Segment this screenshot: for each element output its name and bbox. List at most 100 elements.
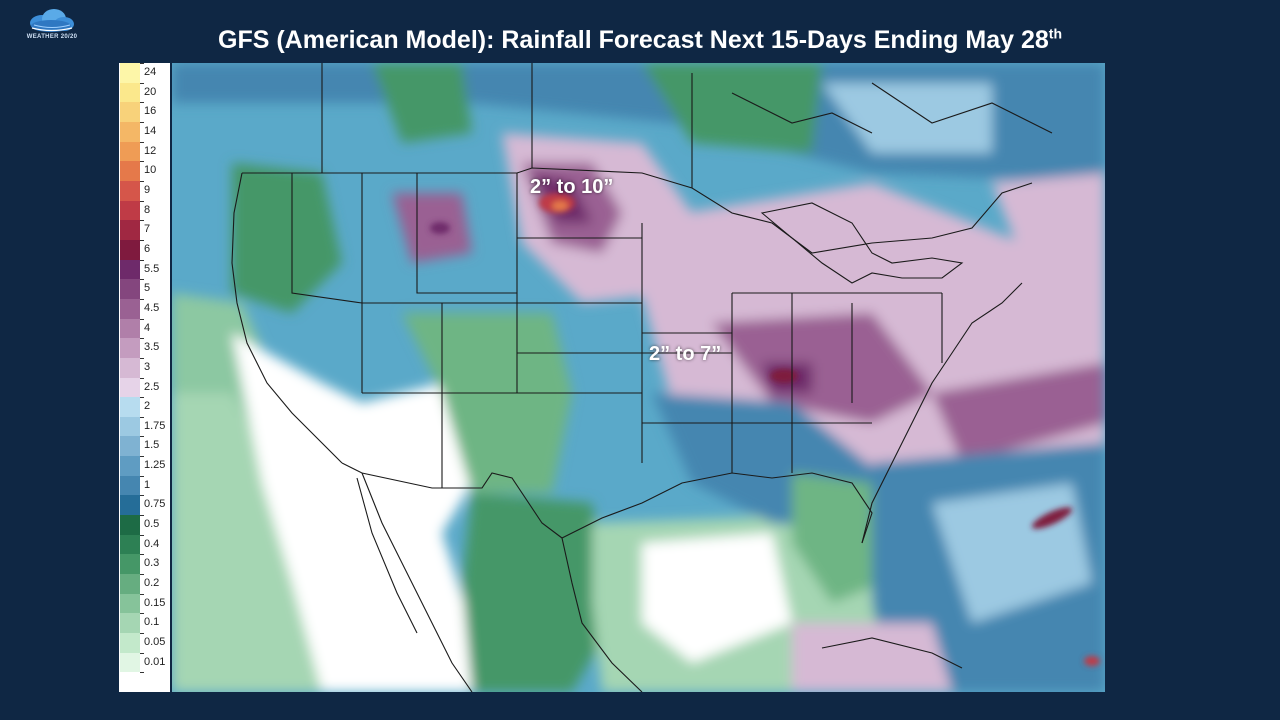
gulf-white bbox=[642, 533, 792, 663]
legend-swatch bbox=[120, 515, 140, 535]
legend-tick bbox=[140, 436, 144, 438]
legend-swatch bbox=[120, 338, 140, 358]
legend-entry: 0.4 bbox=[119, 534, 170, 555]
legend-tick bbox=[140, 141, 144, 143]
legend-entry: 16 bbox=[119, 102, 170, 122]
legend-entry: 6 bbox=[119, 239, 170, 260]
legend-entry: 0.05 bbox=[119, 633, 170, 653]
legend-entry: 20 bbox=[119, 82, 170, 103]
mexico-gulf-coast bbox=[561, 537, 643, 692]
legend-swatch bbox=[120, 574, 140, 594]
legend-swatch bbox=[120, 613, 140, 634]
legend-tick bbox=[140, 338, 144, 340]
legend-entry: 5 bbox=[119, 279, 170, 299]
legend-label: 0.05 bbox=[144, 636, 166, 649]
legend-swatch bbox=[120, 357, 140, 378]
legend-entry: 3.5 bbox=[119, 338, 170, 358]
legend-tick bbox=[140, 515, 144, 517]
legend-swatch bbox=[120, 102, 140, 122]
west-coast bbox=[231, 172, 343, 464]
four-corners-green bbox=[402, 313, 572, 493]
legend-tick bbox=[140, 279, 144, 281]
legend-entry: 4 bbox=[119, 318, 170, 339]
legend-entry: 1.25 bbox=[119, 456, 170, 476]
legend-swatch bbox=[120, 63, 140, 83]
legend-swatch bbox=[120, 318, 140, 339]
quebec-pink bbox=[992, 173, 1105, 283]
title-superscript: th bbox=[1048, 25, 1062, 42]
canada-green-2 bbox=[642, 63, 822, 153]
legend-label: 1.75 bbox=[144, 419, 166, 432]
legend-entry: 0.2 bbox=[119, 574, 170, 594]
legend-label: 0.15 bbox=[144, 596, 166, 609]
legend-tick bbox=[140, 495, 144, 497]
legend-label: 2.5 bbox=[144, 380, 160, 393]
legend-label: 24 bbox=[144, 66, 157, 78]
legend-swatch bbox=[120, 633, 140, 653]
legend-tick bbox=[140, 180, 144, 182]
legend-entry: 3 bbox=[119, 357, 170, 378]
legend-tick bbox=[140, 318, 144, 320]
legend-entry: 2.5 bbox=[119, 377, 170, 398]
legend-label: 14 bbox=[144, 124, 157, 137]
rainfall-map bbox=[172, 63, 1105, 692]
legend-entry: 24 bbox=[119, 63, 170, 83]
legend-swatch bbox=[120, 239, 140, 260]
legend-label: 9 bbox=[144, 183, 151, 196]
baja bbox=[356, 477, 418, 634]
legend-entry: 0.15 bbox=[119, 593, 170, 614]
florida-green bbox=[792, 473, 882, 603]
legend-entry: 10 bbox=[119, 161, 170, 181]
legend-entry: 0.3 bbox=[119, 554, 170, 575]
legend-entry: 0.1 bbox=[119, 613, 170, 634]
legend-tick bbox=[140, 63, 144, 64]
legend-label: 0.5 bbox=[144, 518, 160, 531]
great-lakes bbox=[760, 202, 964, 284]
legend-tick bbox=[140, 554, 144, 556]
legend-entry: 1.75 bbox=[119, 416, 170, 437]
legend-tick bbox=[140, 574, 144, 576]
legend-entry: 2 bbox=[119, 397, 170, 417]
legend-label: 3.5 bbox=[144, 341, 160, 354]
mexico-west-coast bbox=[361, 472, 473, 692]
legend-swatch bbox=[120, 397, 140, 417]
atlantic-coast bbox=[861, 282, 1023, 544]
gulf-coast bbox=[561, 472, 873, 544]
legend-entry: 5.5 bbox=[119, 259, 170, 280]
boundary-lines bbox=[231, 63, 1053, 692]
legend-swatch bbox=[120, 200, 140, 221]
legend-tick bbox=[140, 652, 144, 654]
legend-entry: 9 bbox=[119, 180, 170, 201]
legend-swatch bbox=[120, 475, 140, 496]
state-line-3 bbox=[416, 173, 517, 294]
dry-mexico-pacific bbox=[322, 583, 482, 692]
legend-label: 0.4 bbox=[144, 537, 160, 550]
canada-lines bbox=[321, 63, 1053, 188]
legend-entry: 14 bbox=[119, 121, 170, 142]
annotation-north-plains: 2” to 10” bbox=[530, 176, 614, 198]
legend-tick bbox=[140, 534, 144, 536]
legend-entry: 4.5 bbox=[119, 298, 170, 319]
legend-swatch bbox=[120, 180, 140, 201]
legend-label: 1.25 bbox=[144, 459, 166, 472]
legend-entry: 8 bbox=[119, 200, 170, 221]
legend-entry: 12 bbox=[119, 141, 170, 162]
legend-tick bbox=[140, 220, 144, 222]
legend-tick bbox=[140, 475, 144, 477]
legend-tick bbox=[140, 121, 144, 123]
montana-hotspot bbox=[430, 222, 450, 234]
state-line-1 bbox=[291, 173, 363, 304]
legend-label: 2 bbox=[144, 400, 151, 413]
kentucky-hotspot bbox=[770, 369, 798, 383]
legend-label: 6 bbox=[144, 242, 151, 255]
legend-label: 0.01 bbox=[144, 655, 166, 668]
legend-tick bbox=[140, 200, 144, 202]
legend-swatch bbox=[120, 652, 140, 673]
legend-tick bbox=[140, 416, 144, 418]
legend-swatch bbox=[120, 672, 140, 692]
legend-tick bbox=[140, 161, 144, 163]
legend-tick bbox=[140, 82, 144, 84]
legend-label: 0.3 bbox=[144, 557, 160, 570]
northwest-green bbox=[232, 163, 342, 313]
legend-swatch bbox=[120, 259, 140, 280]
